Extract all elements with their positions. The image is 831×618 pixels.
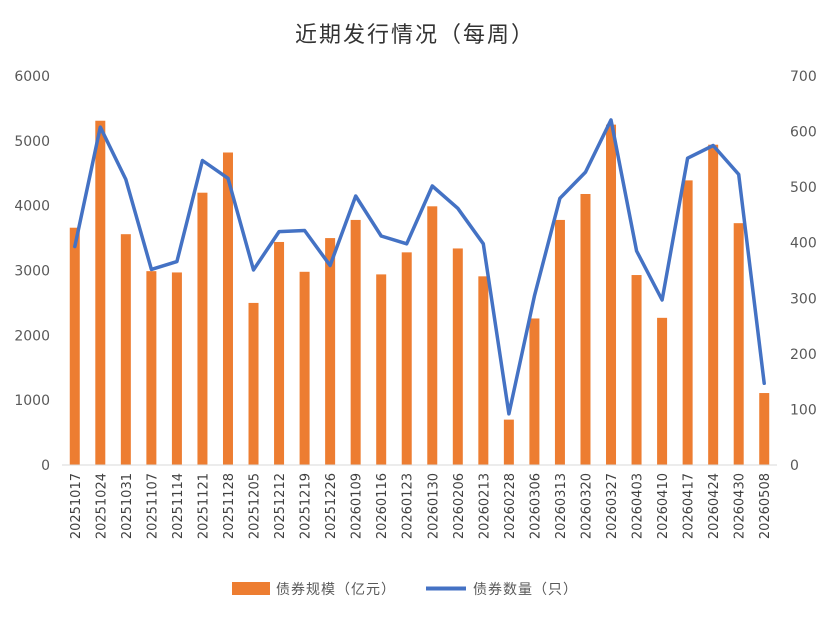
x-tick-label: 20260424 bbox=[707, 473, 722, 539]
x-tick-label: 20251114 bbox=[171, 473, 186, 539]
x-tick-label: 20260116 bbox=[375, 473, 390, 539]
x-tick-label: 20260327 bbox=[605, 473, 620, 539]
bar-20260228 bbox=[503, 419, 514, 465]
bar-20260417 bbox=[682, 180, 693, 466]
x-tick-label: 20260306 bbox=[528, 473, 543, 539]
bar-20260109 bbox=[350, 219, 361, 465]
left-tick-label: 3000 bbox=[14, 264, 50, 280]
bar-20251017 bbox=[69, 227, 80, 465]
bar-20251128 bbox=[222, 152, 233, 465]
x-tick-label: 20251107 bbox=[145, 473, 160, 539]
x-axis: 20251017 20251024 20251031 20251107 20251114… bbox=[62, 464, 777, 539]
legend-label-line: 债券数量（只） bbox=[473, 582, 578, 598]
right-tick-label: 400 bbox=[790, 236, 817, 252]
left-tick-label: 1000 bbox=[14, 393, 50, 409]
right-tick-label: 600 bbox=[790, 125, 817, 141]
x-tick-label: 20260213 bbox=[477, 473, 492, 539]
x-tick-label: 20260228 bbox=[503, 473, 518, 539]
x-tick-label: 20251031 bbox=[120, 473, 135, 539]
left-tick-label: 2000 bbox=[14, 328, 50, 344]
bar-20260206 bbox=[452, 248, 463, 465]
bar-20260424 bbox=[708, 144, 719, 465]
bar-20260403 bbox=[631, 275, 642, 465]
bar-20251212 bbox=[274, 241, 285, 465]
left-tick-label: 4000 bbox=[14, 199, 50, 215]
bar-20260213 bbox=[478, 276, 489, 465]
x-tick-label: 20251017 bbox=[69, 473, 84, 539]
line-series-count bbox=[73, 118, 766, 416]
x-tick-label: 20251212 bbox=[273, 473, 288, 539]
x-tick-label: 20251226 bbox=[324, 473, 339, 539]
x-tick-label: 20260313 bbox=[554, 473, 569, 539]
right-tick-label: 200 bbox=[790, 347, 817, 363]
x-tick-label: 20251024 bbox=[94, 473, 109, 539]
bar-20251205 bbox=[248, 302, 259, 465]
x-tick-label: 20251219 bbox=[299, 473, 314, 539]
x-tick-label: 20260109 bbox=[350, 473, 365, 539]
x-tick-label: 20251121 bbox=[196, 473, 211, 539]
bar-20251031 bbox=[120, 234, 131, 465]
bar-20251114 bbox=[171, 272, 182, 465]
bar-20251121 bbox=[197, 192, 208, 465]
bar-20260430 bbox=[733, 223, 744, 465]
x-tick-label: 20251205 bbox=[248, 473, 263, 539]
x-tick-label: 20260403 bbox=[631, 473, 646, 539]
x-tick-label: 20260206 bbox=[452, 473, 467, 539]
right-tick-label: 700 bbox=[790, 69, 817, 85]
x-tick-label: 20260417 bbox=[682, 473, 697, 539]
x-tick-label: 20260123 bbox=[401, 473, 416, 539]
right-tick-label: 0 bbox=[790, 458, 799, 474]
right-tick-label: 300 bbox=[790, 291, 817, 307]
x-tick-label: 20260508 bbox=[758, 473, 773, 539]
right-tick-label: 100 bbox=[790, 402, 817, 418]
left-tick-label: 6000 bbox=[14, 69, 50, 85]
x-tick-label: 20260430 bbox=[733, 473, 748, 539]
x-tick-label: 20260410 bbox=[656, 473, 671, 539]
chart-title: 近期发行情况（每周） bbox=[295, 23, 535, 48]
right-tick-label: 500 bbox=[790, 180, 817, 196]
bar-20260116 bbox=[376, 274, 387, 465]
bar-20260327 bbox=[606, 124, 617, 465]
left-axis: 0 1000 2000 3000 4000 5000 6000 bbox=[14, 69, 50, 474]
left-tick-label: 5000 bbox=[14, 134, 50, 150]
bar-20260508 bbox=[759, 393, 770, 465]
bar-20260320 bbox=[580, 193, 591, 465]
left-tick-label: 0 bbox=[41, 458, 50, 474]
bar-20260130 bbox=[427, 206, 438, 465]
plot-area bbox=[69, 118, 770, 466]
bar-20260306 bbox=[529, 318, 540, 465]
x-tick-label: 20260320 bbox=[579, 473, 594, 539]
bar-20251219 bbox=[299, 271, 310, 465]
legend: 债券规模（亿元） 债券数量（只） bbox=[232, 582, 578, 598]
bar-20251107 bbox=[146, 271, 157, 465]
bar-20260410 bbox=[657, 317, 668, 465]
x-tick-label: 20251128 bbox=[222, 473, 237, 539]
bar-20251226 bbox=[325, 238, 336, 465]
bar-20260123 bbox=[401, 252, 412, 465]
right-axis: 0 100 200 300 400 500 600 700 bbox=[790, 69, 817, 474]
legend-swatch-bar bbox=[232, 582, 270, 595]
legend-label-bar: 债券规模（亿元） bbox=[276, 582, 396, 598]
bar-20251024 bbox=[95, 120, 106, 466]
x-tick-label: 20260130 bbox=[426, 473, 441, 539]
bar-20260313 bbox=[554, 219, 565, 465]
